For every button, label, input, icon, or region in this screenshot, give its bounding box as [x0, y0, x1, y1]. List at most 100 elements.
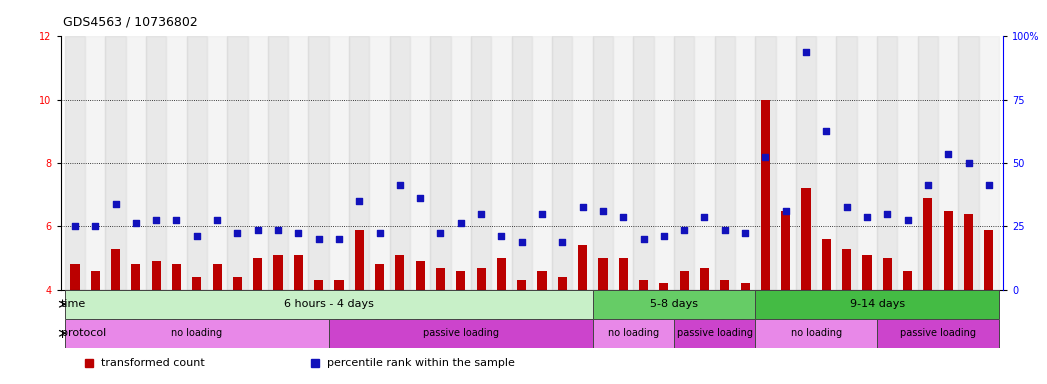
Bar: [410, 36, 430, 290]
Bar: [471, 36, 491, 290]
Point: [636, 236, 652, 242]
Bar: [653, 36, 674, 290]
Text: no loading: no loading: [172, 328, 222, 338]
Bar: [781, 210, 790, 290]
Point: [392, 182, 408, 188]
Bar: [334, 280, 343, 290]
Bar: [512, 36, 532, 290]
Bar: [375, 265, 384, 290]
Bar: [70, 265, 80, 290]
Bar: [232, 277, 242, 290]
Point: [798, 49, 815, 55]
Bar: [837, 36, 856, 290]
Bar: [694, 36, 715, 290]
Bar: [166, 36, 186, 290]
Bar: [552, 36, 573, 290]
Bar: [247, 36, 268, 290]
Point: [310, 236, 327, 242]
Bar: [172, 265, 181, 290]
Bar: [877, 36, 897, 290]
Text: GDS4563 / 10736802: GDS4563 / 10736802: [63, 16, 198, 29]
Bar: [85, 36, 106, 290]
Point: [716, 227, 733, 233]
Point: [696, 214, 713, 220]
Bar: [573, 36, 593, 290]
Point: [229, 230, 246, 236]
Bar: [491, 36, 512, 290]
Point: [411, 195, 428, 201]
Point: [757, 154, 774, 160]
Bar: [984, 230, 994, 290]
Point: [655, 233, 672, 239]
Bar: [389, 36, 410, 290]
Bar: [755, 36, 776, 290]
Point: [290, 230, 307, 236]
Point: [878, 211, 895, 217]
Bar: [856, 36, 877, 290]
Point: [940, 151, 957, 157]
Bar: [903, 271, 912, 290]
Bar: [152, 261, 161, 290]
Text: passive loading: passive loading: [423, 328, 498, 338]
Bar: [227, 36, 247, 290]
Bar: [979, 36, 999, 290]
Bar: [329, 36, 349, 290]
Text: 9-14 days: 9-14 days: [849, 299, 905, 309]
Bar: [396, 255, 404, 290]
Point: [737, 230, 754, 236]
Bar: [715, 36, 735, 290]
Text: 5-8 days: 5-8 days: [650, 299, 698, 309]
Bar: [680, 271, 689, 290]
Bar: [674, 319, 755, 348]
Bar: [450, 36, 471, 290]
Bar: [958, 36, 979, 290]
Bar: [288, 36, 309, 290]
Point: [351, 198, 367, 204]
Bar: [817, 36, 837, 290]
Bar: [436, 268, 445, 290]
Bar: [476, 268, 486, 290]
Bar: [918, 36, 938, 290]
Bar: [309, 36, 329, 290]
Text: protocol: protocol: [61, 328, 107, 338]
Point: [128, 220, 144, 226]
Bar: [416, 261, 425, 290]
Bar: [735, 36, 755, 290]
Bar: [273, 255, 283, 290]
Bar: [801, 189, 810, 290]
Point: [818, 128, 834, 134]
Bar: [111, 248, 120, 290]
Point: [67, 223, 84, 230]
Bar: [883, 258, 892, 290]
Bar: [776, 36, 796, 290]
Bar: [314, 280, 324, 290]
Bar: [614, 36, 633, 290]
Bar: [863, 255, 871, 290]
Bar: [633, 36, 653, 290]
Point: [980, 182, 997, 188]
Bar: [593, 290, 755, 319]
Bar: [207, 36, 227, 290]
Bar: [877, 319, 999, 348]
Bar: [755, 319, 877, 348]
Text: 6 hours - 4 days: 6 hours - 4 days: [284, 299, 374, 309]
Bar: [65, 36, 85, 290]
Bar: [599, 258, 607, 290]
Bar: [430, 36, 450, 290]
Bar: [593, 36, 614, 290]
Bar: [370, 36, 389, 290]
Point: [169, 217, 185, 223]
Point: [574, 204, 591, 210]
Point: [452, 220, 469, 226]
Bar: [674, 36, 694, 290]
Point: [675, 227, 692, 233]
Bar: [186, 36, 207, 290]
Point: [919, 182, 936, 188]
Bar: [943, 210, 953, 290]
Text: passive loading: passive loading: [676, 328, 753, 338]
Bar: [842, 248, 851, 290]
Text: no loading: no loading: [790, 328, 842, 338]
Bar: [639, 280, 648, 290]
Point: [493, 233, 510, 239]
Bar: [106, 36, 126, 290]
